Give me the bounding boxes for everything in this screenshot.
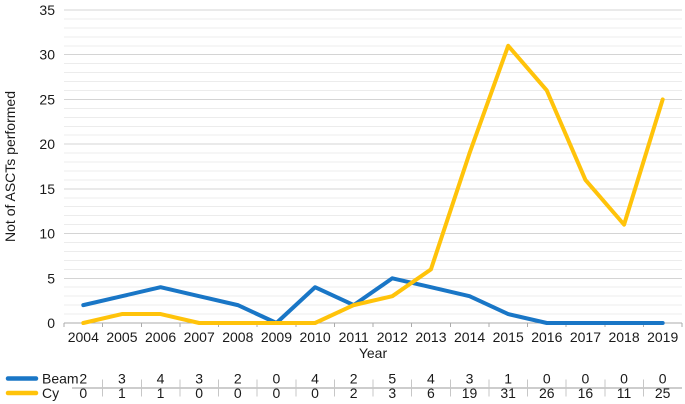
x-tick-label: 2006 bbox=[145, 329, 176, 345]
y-tick-label: 20 bbox=[39, 136, 55, 152]
beam-table-value: 4 bbox=[157, 371, 165, 387]
beam-table-value: 0 bbox=[273, 371, 281, 387]
y-tick-label: 30 bbox=[39, 47, 55, 63]
beam-table-value: 0 bbox=[620, 371, 628, 387]
x-tick-label: 2016 bbox=[531, 329, 562, 345]
beam-table-value: 2 bbox=[79, 371, 87, 387]
x-tick-label: 2009 bbox=[261, 329, 292, 345]
x-tick-label: 2008 bbox=[222, 329, 253, 345]
x-tick-label: 2005 bbox=[106, 329, 137, 345]
x-tick-label: 2013 bbox=[415, 329, 446, 345]
cy-table-value: 6 bbox=[427, 385, 435, 401]
cy-table-value: 19 bbox=[462, 385, 478, 401]
x-tick-label: 2017 bbox=[570, 329, 601, 345]
cy-table-value: 0 bbox=[195, 385, 203, 401]
y-tick-label: 5 bbox=[47, 270, 55, 286]
y-tick-label: 25 bbox=[39, 91, 55, 107]
x-tick-label: 2007 bbox=[184, 329, 215, 345]
beam-table-value: 3 bbox=[466, 371, 474, 387]
beam-table-value: 2 bbox=[234, 371, 242, 387]
y-tick-label: 15 bbox=[39, 181, 55, 197]
x-tick-label: 2011 bbox=[339, 329, 369, 345]
beam-table-value: 4 bbox=[427, 371, 435, 387]
y-tick-label: 35 bbox=[39, 2, 55, 18]
beam-table-value: 2 bbox=[350, 371, 358, 387]
cy-table-value: 0 bbox=[234, 385, 242, 401]
beam-series-line bbox=[81, 276, 665, 325]
cy-table-value: 2 bbox=[350, 385, 358, 401]
y-tick-label: 0 bbox=[47, 315, 55, 331]
cy-legend-label: Cy bbox=[42, 385, 59, 401]
cy-table-value: 26 bbox=[539, 385, 555, 401]
x-tick-label: 2014 bbox=[454, 329, 485, 345]
beam-table-value: 0 bbox=[659, 371, 667, 387]
cy-table-value: 0 bbox=[79, 385, 87, 401]
cy-table-value: 31 bbox=[500, 385, 516, 401]
y-axis-title: Not of ASCTs performed bbox=[2, 91, 18, 242]
cy-table-value: 11 bbox=[617, 385, 632, 401]
cy-table-value: 1 bbox=[157, 385, 165, 401]
beam-legend-label: Beam bbox=[42, 371, 79, 387]
x-tick-label: 2010 bbox=[299, 329, 330, 345]
x-tick-label: 2012 bbox=[377, 329, 408, 345]
beam-table-value: 3 bbox=[195, 371, 203, 387]
cy-table-value: 16 bbox=[578, 385, 594, 401]
x-axis-tick-labels: 2004 2005 2006 2007 2008 2009 2010 2011 2012 2013… bbox=[68, 329, 679, 345]
x-tick-label: 2018 bbox=[608, 329, 639, 345]
x-tick-label: 2019 bbox=[647, 329, 678, 345]
x-tick-label: 2004 bbox=[68, 329, 99, 345]
y-tick-label: 10 bbox=[39, 226, 55, 242]
beam-table-value: 0 bbox=[543, 371, 551, 387]
legend-data-table: Beam 2 3 4 3 2 0 4 2 5 4 3 1 0 0 0 0Cy 0 1 1 0 0 0 0 2 3 6 19 31 26 16… bbox=[5, 371, 682, 401]
major-gridlines bbox=[64, 9, 682, 279]
cy-table-value: 0 bbox=[273, 385, 281, 401]
series-lines bbox=[81, 43, 665, 325]
x-axis-title: Year bbox=[359, 345, 388, 361]
beam-table-value: 1 bbox=[504, 371, 512, 387]
cy-table-value: 3 bbox=[388, 385, 396, 401]
cy-table-value: 0 bbox=[311, 385, 319, 401]
y-axis-tick-labels: 0 5 10 15 20 25 30 35 bbox=[39, 2, 55, 331]
cy-table-value: 25 bbox=[655, 385, 671, 401]
beam-table-value: 0 bbox=[582, 371, 590, 387]
beam-table-value: 4 bbox=[311, 371, 319, 387]
beam-table-value: 3 bbox=[118, 371, 126, 387]
x-tick-label: 2015 bbox=[493, 329, 524, 345]
beam-table-value: 5 bbox=[388, 371, 396, 387]
cy-series-line bbox=[81, 43, 665, 325]
cy-table-value: 1 bbox=[118, 385, 126, 401]
minor-gridlines bbox=[64, 18, 682, 315]
